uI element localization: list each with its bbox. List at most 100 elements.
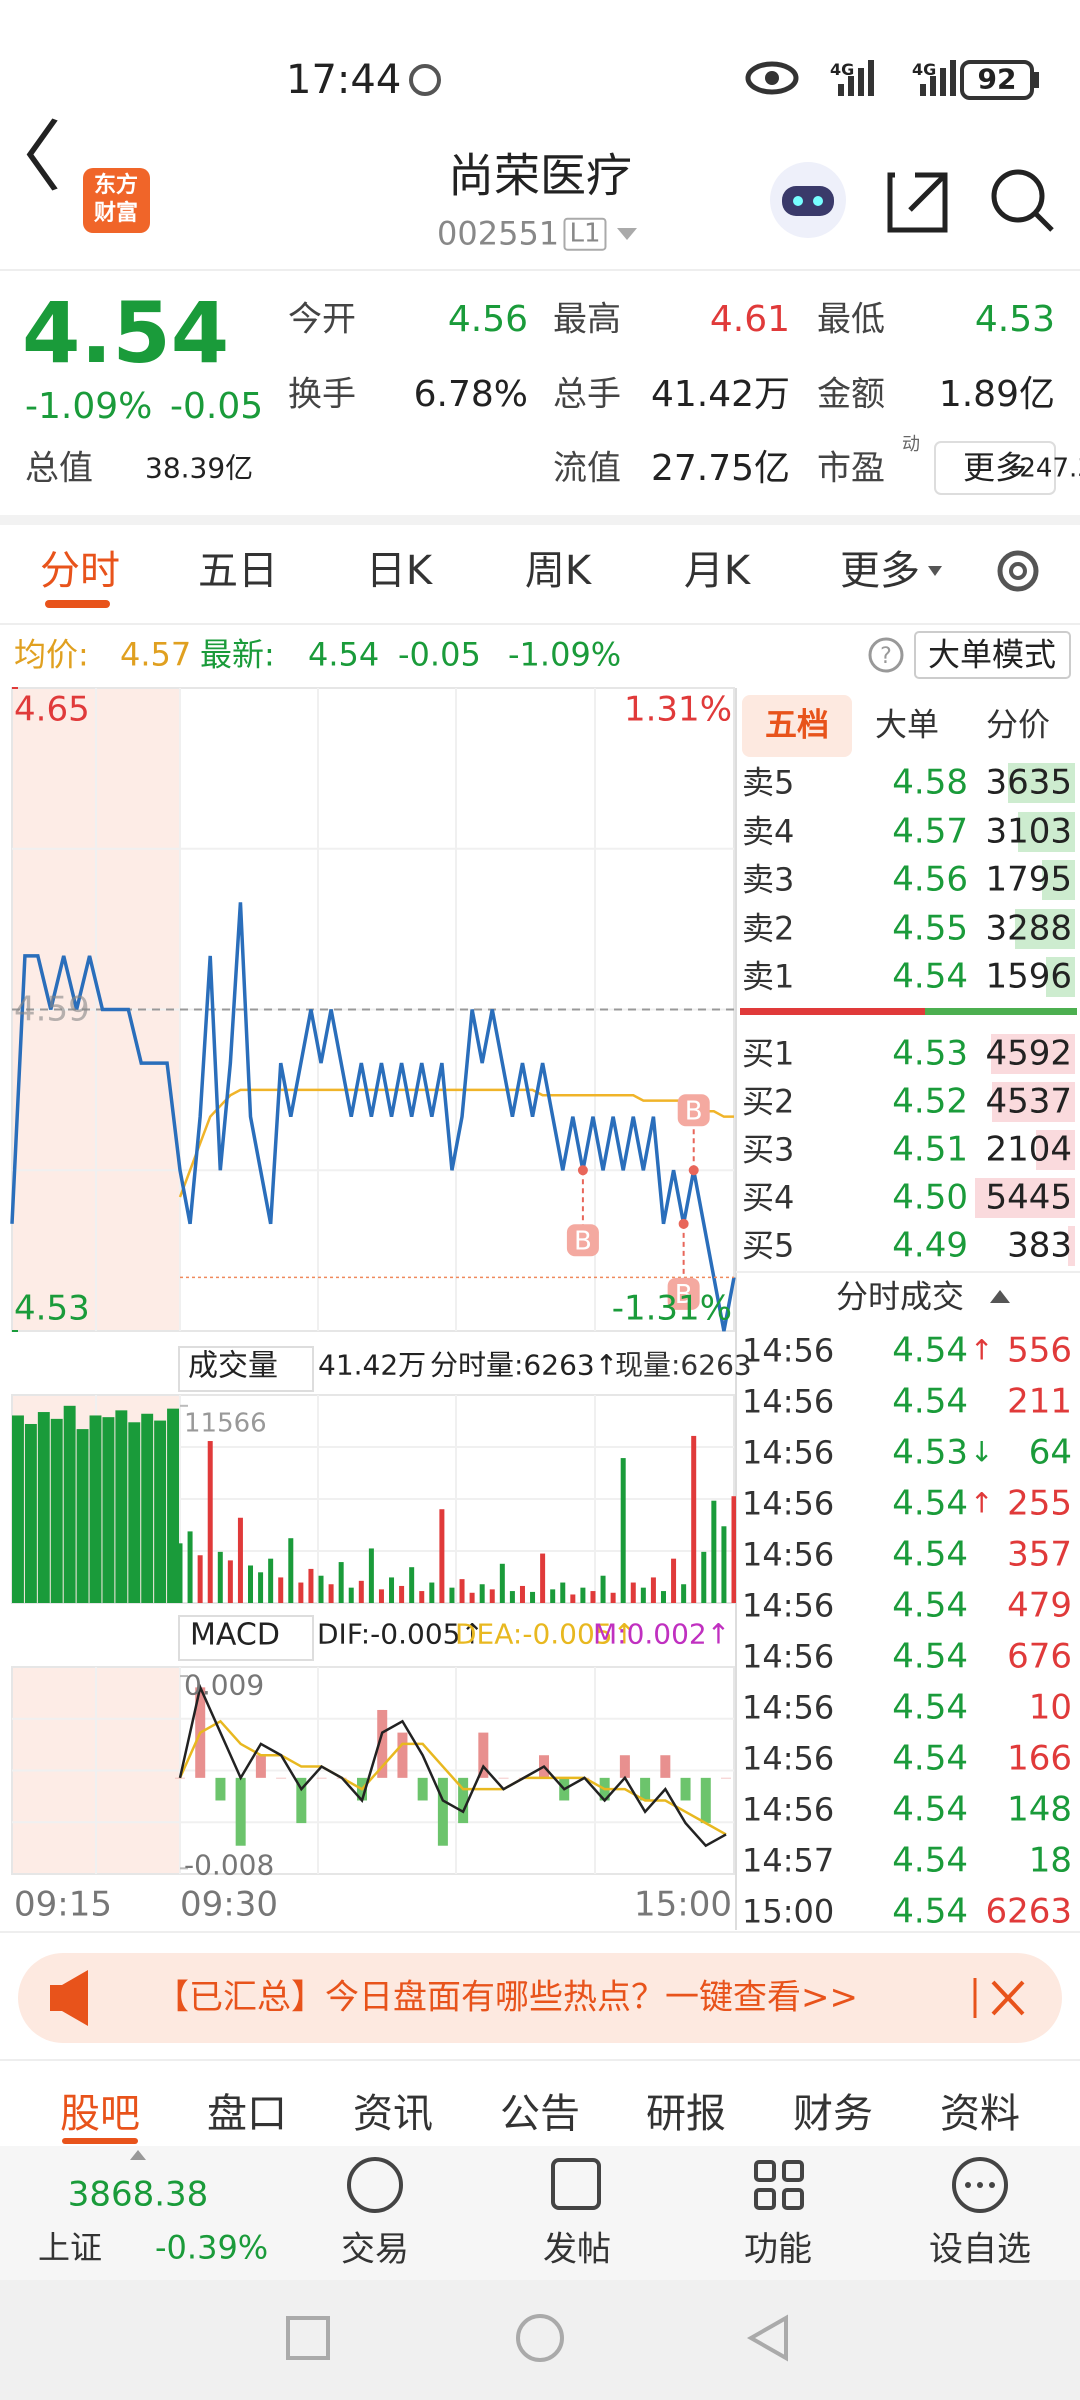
book-label: 卖1 [742,957,795,996]
trade-icon[interactable] [347,2157,403,2213]
trade-time: 14:56 [742,1637,835,1676]
sub-tab[interactable]: 资讯 [353,2091,433,2137]
book-label: 买2 [742,1082,795,1121]
volume-title-box [178,1346,314,1392]
volume-title[interactable]: 成交量 [188,1348,278,1384]
trade-price: 4.54 [892,1381,968,1422]
sub-tab[interactable]: 公告 [500,2091,580,2137]
signal-icons [838,60,956,96]
macd-title[interactable]: MACD [190,1617,280,1653]
more-button[interactable] [934,441,1056,495]
volume-bar [600,1575,606,1603]
index-value[interactable]: 3868.38 [67,2174,209,2215]
mode-button[interactable] [914,631,1071,679]
chart-tab[interactable]: 五日 [198,548,278,594]
trade-price: 4.54 [892,1840,968,1881]
volume-bar [1067,1226,1075,1266]
battery: 92 [977,62,1017,96]
banner-bg[interactable] [18,1953,1062,2043]
clock: 17:44 [286,57,402,103]
nav-item[interactable]: 设自选 [929,2229,1031,2270]
volume-bar [389,1577,395,1603]
nav-item[interactable]: 功能 [744,2229,812,2270]
stat-label: 换手 [288,374,356,415]
trade-arrow: ↓ [970,1435,994,1469]
volume-bar [278,1577,284,1603]
nav-item[interactable]: 交易 [341,2229,409,2270]
book-volume: 3635 [985,762,1072,803]
sub-tab[interactable]: 盘口 [207,2091,287,2137]
book-tab[interactable]: 大单 [874,705,940,744]
volume-bar [237,1517,243,1603]
book-volume: 4592 [985,1033,1072,1074]
avg-value: 4.57 [120,635,192,674]
book-divider-green [925,1008,1077,1015]
sub-tab[interactable]: 研报 [646,2091,726,2137]
macd-bar [175,1777,185,1779]
mode-button[interactable]: 大单模式 [927,635,1057,674]
recent-button[interactable] [286,2316,330,2360]
volume-bar [620,1458,626,1603]
x-tick-label: 15:00 [634,1884,732,1925]
sub-tab[interactable]: 资料 [940,2091,1020,2137]
intraday-chart: B B B [10,687,736,1875]
sub-tab-underline [62,2138,138,2144]
banner-text[interactable]: 【已汇总】今日盘面有哪些热点？一键查看>> [155,1977,858,2018]
volume-bar [141,1413,154,1603]
back-button[interactable] [746,2314,788,2362]
divider [0,515,1080,525]
volume-bar [479,1584,485,1603]
volume-bar [128,1422,141,1603]
signal-marker [677,1094,710,1127]
volume-bar [439,1509,445,1603]
macd-bar [721,1777,731,1779]
macd-bar [316,1777,327,1779]
sub-tab[interactable]: 股吧 [60,2091,140,2137]
settings-icon[interactable] [997,550,1039,592]
macd-bar [296,1777,307,1824]
nav-item[interactable]: 发帖 [543,2229,611,2270]
sub-tab[interactable]: 财务 [793,2091,873,2137]
index-name: 上证 [38,2228,103,2267]
volume-bar [640,1587,646,1603]
volume-bar [1018,811,1075,852]
book-volume: 3103 [985,810,1072,851]
avg-label: 均价: [14,635,89,674]
volume-bar [489,1589,495,1603]
y-tick-label: 4.59 [14,988,90,1029]
post-icon[interactable] [551,2158,601,2210]
more-button[interactable]: 更多 [962,448,1028,487]
book-tab[interactable]: 分价 [985,705,1051,744]
book-tab[interactable]: 五档 [764,705,830,744]
home-button[interactable] [516,2314,564,2362]
signal-label: B [685,1096,703,1126]
macd-bar [640,1777,651,1801]
book-price: 4.51 [892,1129,968,1170]
close-icon[interactable] [991,1980,1025,2016]
volume-bar [991,1082,1075,1122]
watchlist-icon[interactable] [952,2157,1008,2213]
help-icon[interactable] [868,637,904,673]
stat-label: 最低 [817,299,885,340]
stat-label: 市盈 [817,448,885,489]
assistant-eye [813,196,823,206]
chart-tab[interactable]: 分时 [40,548,120,594]
book-label: 买1 [742,1034,795,1073]
share-icon[interactable] [887,172,948,233]
chart-tab[interactable]: 周K [524,548,592,594]
back-icon[interactable] [26,118,58,191]
volume-bar [177,1543,183,1603]
search-icon[interactable] [991,169,1045,223]
x-tick-label: 09:30 [180,1884,278,1925]
function-icon[interactable] [754,2160,804,2210]
book-price: 4.57 [892,810,968,851]
m-label: M:0.002↑ [593,1617,731,1651]
volume-bar [570,1594,576,1603]
chart-tab[interactable]: 更多 [840,548,920,594]
chart-tab[interactable]: 月K [683,548,751,594]
book-price: 4.56 [892,859,968,900]
chart-tab[interactable]: 日K [365,548,433,594]
change-pct: -1.09% [25,386,153,428]
settings-core [1009,562,1027,580]
volume-bar [519,1585,525,1603]
